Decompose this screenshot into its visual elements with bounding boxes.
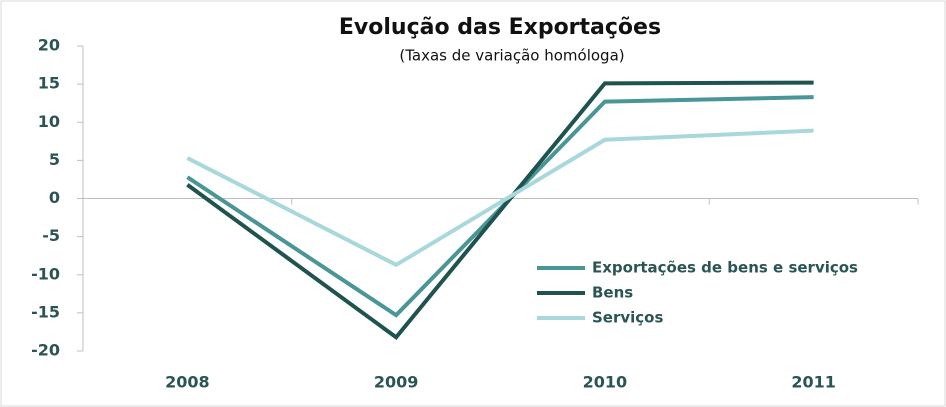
chart-subtitle: (Taxas de variação homóloga) [399,47,624,65]
series-line [186,128,814,268]
y-tick-label: 0 [49,188,60,207]
legend-label: Serviços [592,309,663,327]
y-tick-label: 20 [38,36,60,55]
x-tick-label: 2011 [791,373,836,392]
x-tick-label: 2010 [583,373,628,392]
legend-label: Exportações de bens e serviços [592,259,858,277]
y-tick-label: -20 [31,341,60,360]
chart-title: Evolução das Exportações [339,15,661,40]
y-tick-label: 10 [38,112,60,131]
legend-label: Bens [592,284,633,302]
x-tick-label: 2008 [165,373,210,392]
y-tick-label: 5 [49,150,60,169]
y-tick-label: 15 [38,74,60,93]
y-tick-label: -5 [42,226,60,245]
y-tick-label: -15 [31,302,60,321]
y-tick-label: -10 [31,264,60,283]
x-tick-label: 2009 [374,373,419,392]
series-line [186,80,814,341]
